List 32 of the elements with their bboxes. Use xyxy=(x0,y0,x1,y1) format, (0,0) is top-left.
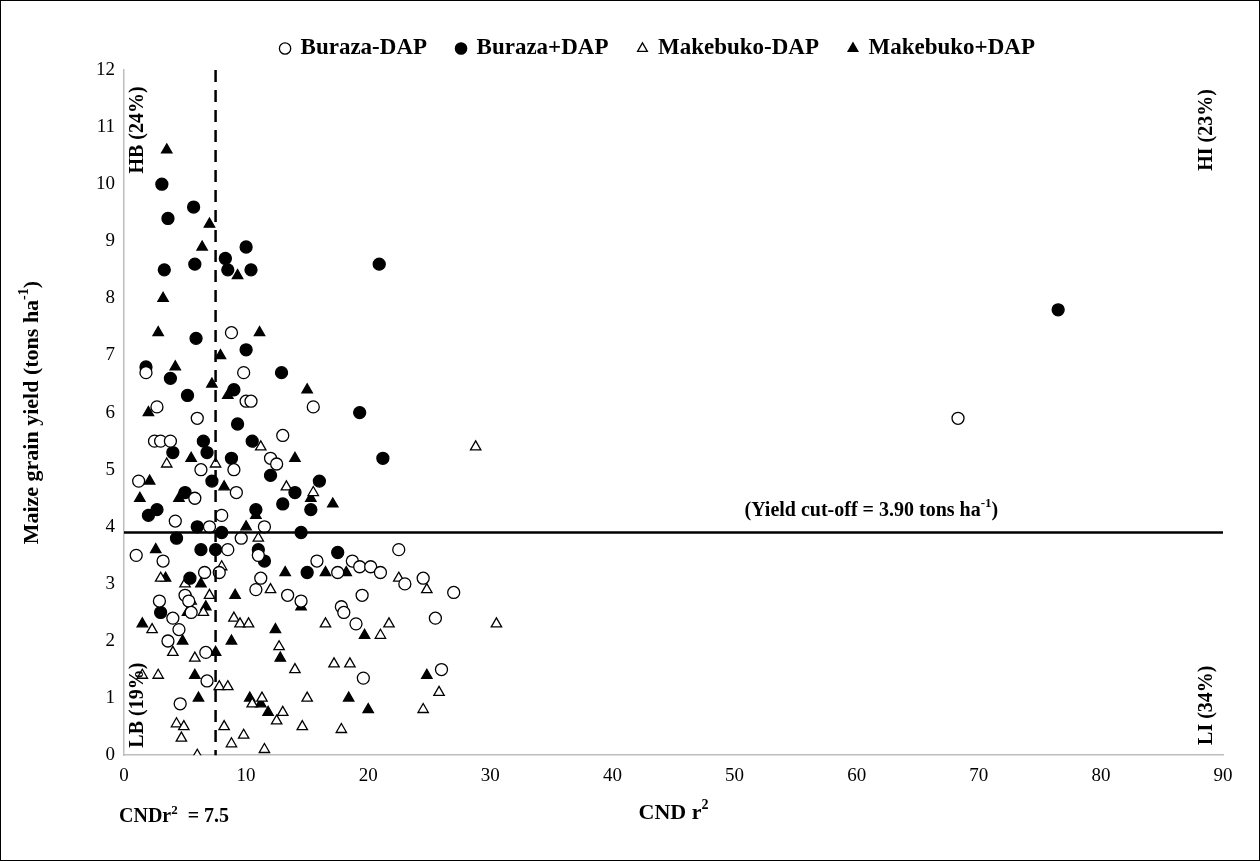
x-tick-label: 60 xyxy=(847,763,867,785)
annotation: HB (24%) xyxy=(125,86,149,174)
y-tick-label: 8 xyxy=(105,286,115,308)
y-tick-label: 2 xyxy=(105,628,115,650)
y-tick-label: 3 xyxy=(105,571,115,593)
y-tick-label: 5 xyxy=(105,457,115,479)
annotation: LI (34%) xyxy=(1194,665,1218,745)
x-tick-label: 80 xyxy=(1091,763,1111,785)
y-tick-label: 4 xyxy=(105,514,116,536)
legend-label: Buraza-DAP xyxy=(300,34,428,60)
x-tick-label: 10 xyxy=(236,763,256,785)
y-tick-label: 11 xyxy=(96,115,115,137)
legend-label: Makebuko-DAP xyxy=(657,34,819,60)
legend-label: Buraza+DAP xyxy=(476,34,609,60)
annotation: LB (19%) xyxy=(125,662,149,748)
y-tick-label: 10 xyxy=(96,172,115,194)
y-tick-label: 7 xyxy=(105,343,115,365)
legend-label: Makebuko+DAP xyxy=(868,34,1035,60)
annotation: HI (23%) xyxy=(1194,89,1218,171)
x-tick-label: 20 xyxy=(358,763,378,785)
x-tick-label: 40 xyxy=(602,763,622,785)
x-tick-label: 90 xyxy=(1213,763,1233,785)
y-axis-title: Maize grain yield (tons ha-1) xyxy=(15,280,43,545)
x-tick-label: 70 xyxy=(969,763,989,785)
y-tick-label: 12 xyxy=(96,57,115,79)
y-tick-label: 0 xyxy=(105,743,115,765)
x-tick-label: 50 xyxy=(725,763,745,785)
x-tick-label: 30 xyxy=(480,763,500,785)
y-tick-label: 9 xyxy=(105,229,115,251)
y-tick-label: 6 xyxy=(105,400,115,422)
x-tick-label: 0 xyxy=(119,763,129,785)
y-tick-label: 1 xyxy=(105,686,115,708)
